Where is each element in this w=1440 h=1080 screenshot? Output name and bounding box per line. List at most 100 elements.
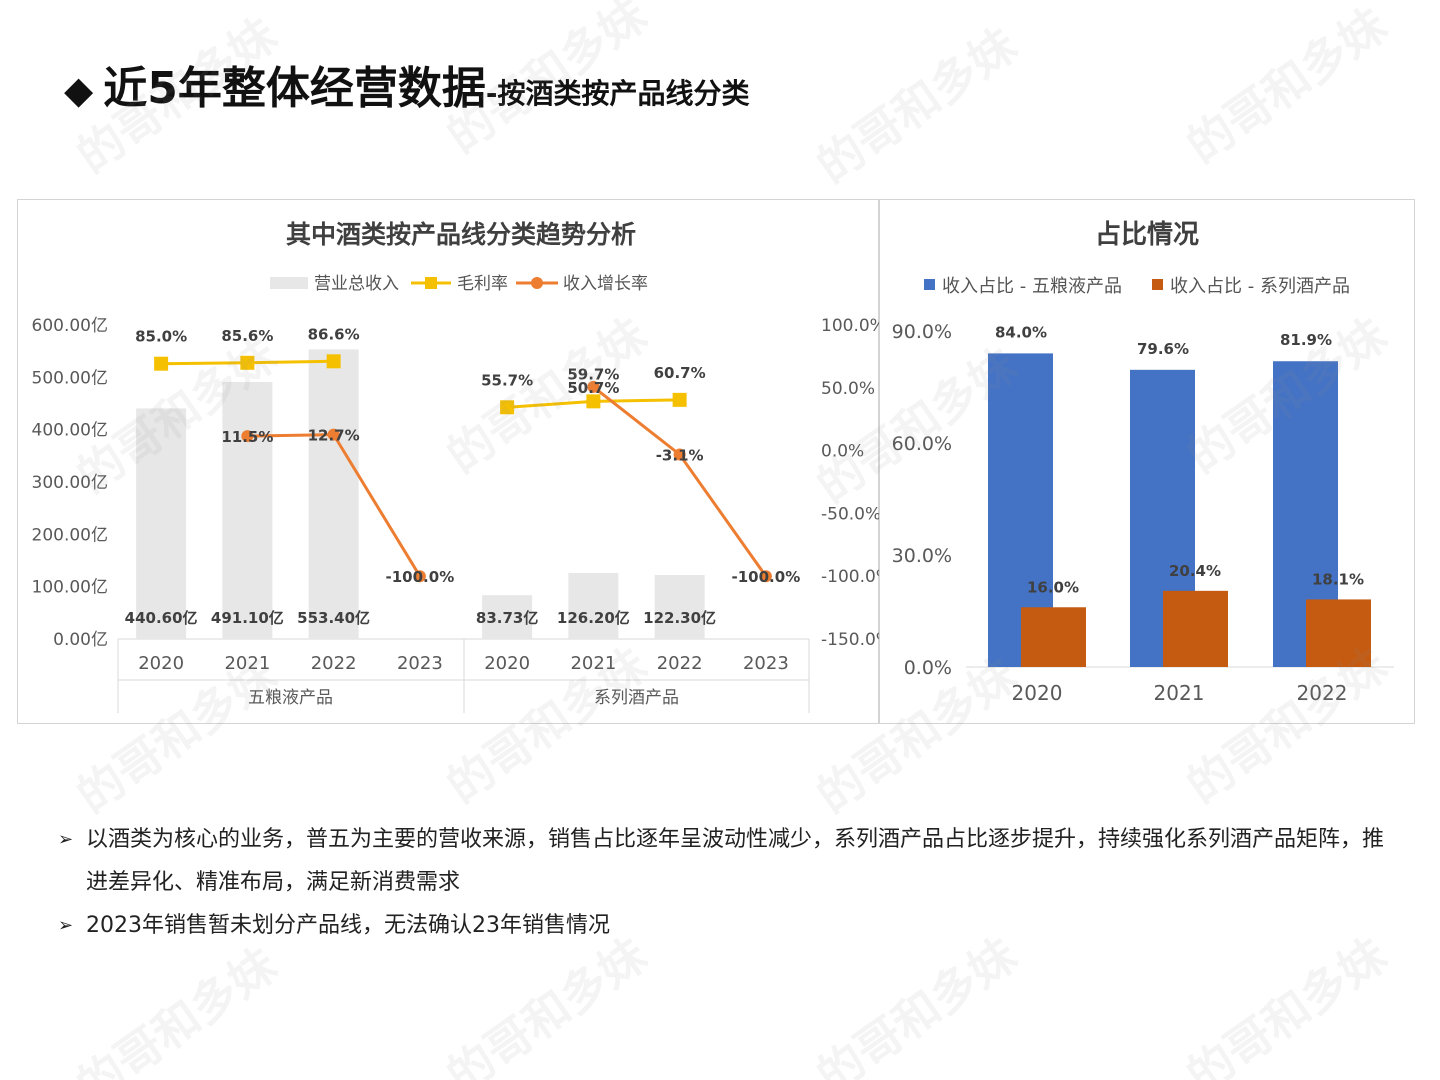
page-title: ◆ 近5年整体经营数据 -按酒类按产品线分类 [64, 52, 750, 114]
growth-point [587, 380, 600, 393]
legend-swatch-series-2 [1152, 279, 1163, 290]
gross-margin-data-label: 85.6% [221, 327, 273, 345]
watermark-text: 的哥和多妹 [807, 17, 1027, 194]
y-right-tick-label: -50.0% [821, 504, 881, 524]
revenue-bar [482, 595, 533, 639]
x-tick-label: 2022 [1297, 681, 1348, 705]
share-data-label-series-1: 81.9% [1280, 331, 1332, 349]
growth-data-label: 12.7% [308, 427, 360, 445]
legend-swatch-revenue [270, 277, 308, 289]
growth-point [413, 570, 426, 583]
chart-title: 占比情况 [1095, 220, 1199, 250]
legend-label-growth: 收入增长率 [563, 274, 648, 294]
x-tick-label: 2021 [224, 653, 270, 674]
share-data-label-series-1: 84.0% [995, 323, 1047, 341]
title-diamond-icon: ◆ [64, 68, 94, 112]
bullet-text: 以酒类为核心的业务，普五为主要的营收来源，销售占比逐年呈波动性减少，系列酒产品占… [86, 827, 1385, 895]
x-tick-label: 2020 [138, 653, 184, 674]
y-tick-label: 30.0% [892, 545, 952, 567]
gross-margin-data-label: 85.0% [135, 328, 187, 346]
y-right-tick-label: -100.0% [821, 567, 892, 587]
revenue-data-label: 553.40亿 [297, 609, 370, 627]
gross-margin-point [326, 354, 341, 369]
growth-point [241, 430, 254, 443]
revenue-bar [136, 408, 187, 639]
bullet-item: ➢ 2023年销售暂未划分产品线，无法确认23年销售情况 [58, 904, 1388, 947]
revenue-data-label: 126.20亿 [557, 609, 630, 627]
title-sub: -按酒类按产品线分类 [485, 77, 750, 110]
share-bar-series-2 [1306, 599, 1371, 667]
revenue-bar [654, 574, 705, 639]
gross-margin-data-label: 59.7% [567, 365, 619, 383]
y-tick-label: 0.0% [904, 657, 952, 679]
y-tick-label: 90.0% [892, 321, 952, 343]
y-left-tick-label: 400.00亿 [32, 421, 108, 441]
x-tick-label: 2022 [311, 653, 357, 674]
growth-point [759, 570, 772, 583]
y-tick-label: 60.0% [892, 433, 952, 455]
gross-margin-point [154, 356, 169, 371]
share-data-label-series-2: 18.1% [1312, 570, 1364, 588]
x-tick-label: 2023 [743, 653, 789, 674]
revenue-data-label: 440.60亿 [125, 609, 198, 627]
gross-margin-point [672, 392, 687, 407]
legend-label-gross-margin: 毛利率 [457, 274, 508, 294]
legend-label-revenue: 营业总收入 [314, 274, 399, 294]
growth-data-label: -100.0% [386, 568, 455, 586]
bullet-text: 2023年销售暂未划分产品线，无法确认23年销售情况 [86, 913, 610, 938]
gross-margin-point [240, 355, 255, 370]
gross-margin-point [500, 400, 515, 415]
gross-margin-data-label: 60.7% [654, 364, 706, 382]
share-bar-series-2 [1021, 607, 1086, 667]
y-left-tick-label: 0.00亿 [53, 630, 108, 650]
y-left-tick-label: 600.00亿 [32, 316, 108, 336]
legend-swatch-series-1 [924, 279, 935, 290]
y-left-tick-label: 200.00亿 [32, 525, 108, 545]
legend-label-series-2: 收入占比 - 系列酒产品 [1170, 276, 1350, 297]
x-tick-label: 2023 [397, 653, 443, 674]
gross-margin-point [586, 394, 601, 409]
revenue-bar [568, 572, 619, 639]
watermark-text: 的哥和多妹 [67, 937, 287, 1080]
y-left-tick-label: 500.00亿 [32, 368, 108, 388]
x-tick-label: 2022 [657, 653, 703, 674]
x-tick-label: 2020 [484, 653, 530, 674]
share-data-label-series-2: 20.4% [1169, 562, 1221, 580]
x-tick-label: 2021 [570, 653, 616, 674]
bullet-list: ➢ 以酒类为核心的业务，普五为主要的营收来源，销售占比逐年呈波动性减少，系列酒产… [58, 818, 1388, 947]
x-tick-label: 2021 [1154, 681, 1205, 705]
revenue-data-label: 122.30亿 [643, 609, 716, 627]
y-left-tick-label: 300.00亿 [32, 473, 108, 493]
gross-margin-data-label: 86.6% [308, 325, 360, 343]
share-data-label-series-2: 16.0% [1027, 578, 1079, 596]
gross-margin-data-label: 55.7% [481, 371, 533, 389]
bullet-arrow-icon: ➢ [58, 829, 74, 850]
growth-data-label: -100.0% [732, 568, 801, 586]
y-right-tick-label: -150.0% [821, 630, 892, 650]
x-tick-label: 2020 [1012, 681, 1063, 705]
revenue-bar [308, 349, 359, 639]
growth-data-label: 50.7% [567, 379, 619, 397]
growth-data-label: 11.5% [221, 428, 273, 446]
revenue-data-label: 491.10亿 [211, 609, 284, 627]
legend-marker-growth [531, 277, 543, 289]
bullet-item: ➢ 以酒类为核心的业务，普五为主要的营收来源，销售占比逐年呈波动性减少，系列酒产… [58, 818, 1388, 904]
revenue-data-label: 83.73亿 [476, 609, 538, 627]
watermark-text: 的哥和多妹 [1177, 0, 1397, 174]
title-main: 近5年整体经营数据 [103, 63, 486, 114]
share-bar-series-2 [1163, 590, 1228, 667]
chart-title: 其中酒类按产品线分类趋势分析 [286, 220, 636, 249]
y-right-tick-label: 50.0% [821, 379, 875, 399]
share-data-label-series-1: 79.6% [1137, 340, 1189, 358]
share-chart-panel: 占比情况 收入占比 - 五粮液产品 收入占比 - 系列酒产品 0.0% 30.0% 60.… [879, 199, 1415, 724]
legend-marker-gross-margin [425, 277, 437, 289]
x-group-label: 系列酒产品 [594, 688, 679, 708]
revenue-bar [222, 381, 273, 639]
trend-chart-panel: 其中酒类按产品线分类趋势分析 营业总收入 毛利率 收入增长率 0.00亿 100.00亿 2… [17, 199, 892, 724]
growth-point [673, 448, 686, 461]
growth-line [592, 385, 768, 578]
bullet-arrow-icon: ➢ [58, 915, 74, 936]
growth-point [327, 428, 340, 441]
